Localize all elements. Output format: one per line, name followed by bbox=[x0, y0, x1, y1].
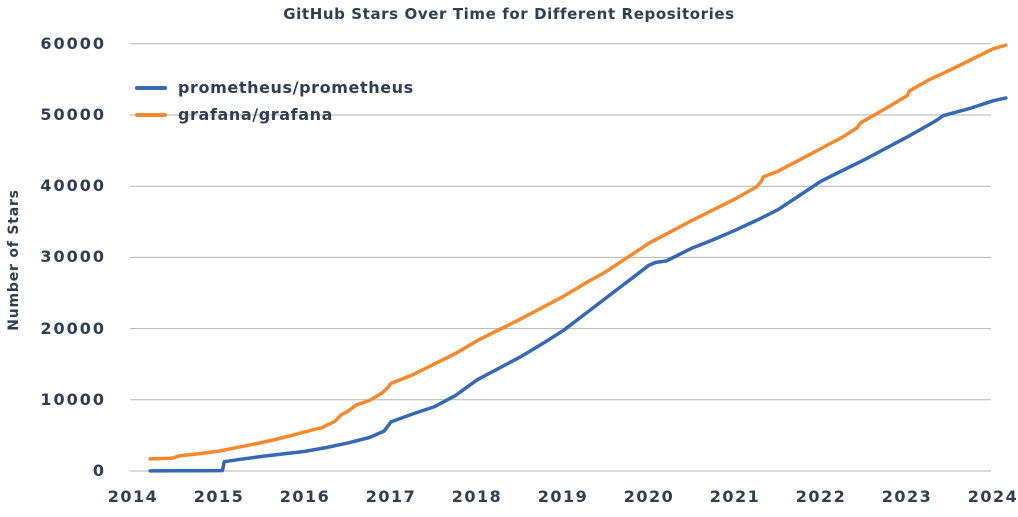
x-tick-label: 2016 bbox=[279, 487, 331, 506]
y-tick-label: 10000 bbox=[40, 389, 106, 409]
y-tick-label: 60000 bbox=[40, 33, 106, 53]
legend-label-prometheus: prometheus/prometheus bbox=[178, 78, 414, 97]
legend-swatch-grafana bbox=[135, 112, 167, 117]
chart-title: GitHub Stars Over Time for Different Rep… bbox=[283, 5, 735, 23]
x-tick-label: 2024 bbox=[967, 487, 1018, 506]
y-tick-label: 20000 bbox=[40, 318, 106, 338]
legend-swatch-prometheus bbox=[135, 85, 167, 90]
y-tick-label: 30000 bbox=[40, 247, 106, 267]
x-tick-label: 2023 bbox=[881, 487, 933, 506]
legend-label-grafana: grafana/grafana bbox=[178, 105, 334, 124]
x-tick-label: 2014 bbox=[107, 487, 159, 506]
series-line-prometheus bbox=[148, 96, 1008, 473]
legend-item-prometheus: prometheus/prometheus bbox=[135, 74, 414, 101]
y-tick-label: 50000 bbox=[40, 105, 106, 124]
series-line-grafana bbox=[148, 43, 1008, 461]
x-tick-label: 2017 bbox=[365, 487, 417, 506]
x-tick-label: 2020 bbox=[623, 487, 675, 506]
x-tick-label: 2021 bbox=[709, 487, 761, 506]
x-tick-label: 2015 bbox=[193, 487, 245, 506]
y-tick-label: 0 bbox=[92, 461, 106, 480]
legend-item-grafana: grafana/grafana bbox=[135, 101, 414, 128]
y-tick-label: 40000 bbox=[40, 176, 106, 196]
x-tick-label: 2018 bbox=[451, 487, 503, 506]
x-tick-label: 2019 bbox=[537, 487, 589, 506]
legend: prometheus/prometheus grafana/grafana bbox=[135, 74, 414, 128]
x-tick-label: 2022 bbox=[795, 487, 847, 506]
